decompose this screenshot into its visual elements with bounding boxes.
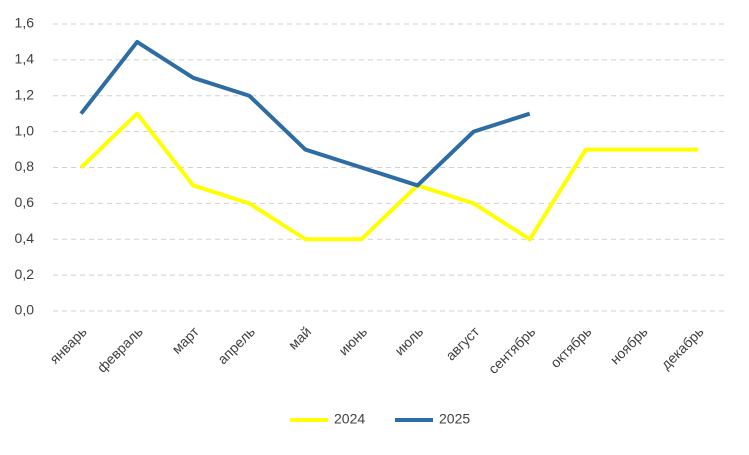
x-tick-label: февраль <box>94 323 146 375</box>
x-tick-label: сентябрь <box>485 323 538 376</box>
x-tick-label: август <box>442 323 482 363</box>
x-tick-label: май <box>285 323 314 352</box>
x-tick-label: ноябрь <box>607 323 651 367</box>
y-tick-label: 0,2 <box>15 266 35 282</box>
x-tick-label: октябрь <box>547 323 594 370</box>
x-tick-label: июль <box>391 323 426 358</box>
legend-label: 2024 <box>334 411 365 427</box>
y-tick-label: 0,4 <box>15 230 35 246</box>
x-tick-label: январь <box>46 323 89 366</box>
legend-label: 2025 <box>439 411 470 427</box>
series-line <box>79 111 698 242</box>
x-tick-label: декабрь <box>658 323 707 372</box>
y-tick-label: 0,8 <box>15 158 35 174</box>
series-line <box>79 39 531 188</box>
y-tick-label: 1,4 <box>15 51 35 67</box>
y-tick-label: 0,0 <box>15 302 35 318</box>
y-tick-label: 1,0 <box>15 122 35 138</box>
x-tick-label: июнь <box>335 323 370 358</box>
x-tick-label: апрель <box>214 323 258 367</box>
y-tick-label: 0,6 <box>15 194 35 210</box>
x-tick-label: март <box>168 323 202 357</box>
y-tick-label: 1,2 <box>15 86 35 102</box>
y-tick-label: 1,6 <box>15 15 35 31</box>
